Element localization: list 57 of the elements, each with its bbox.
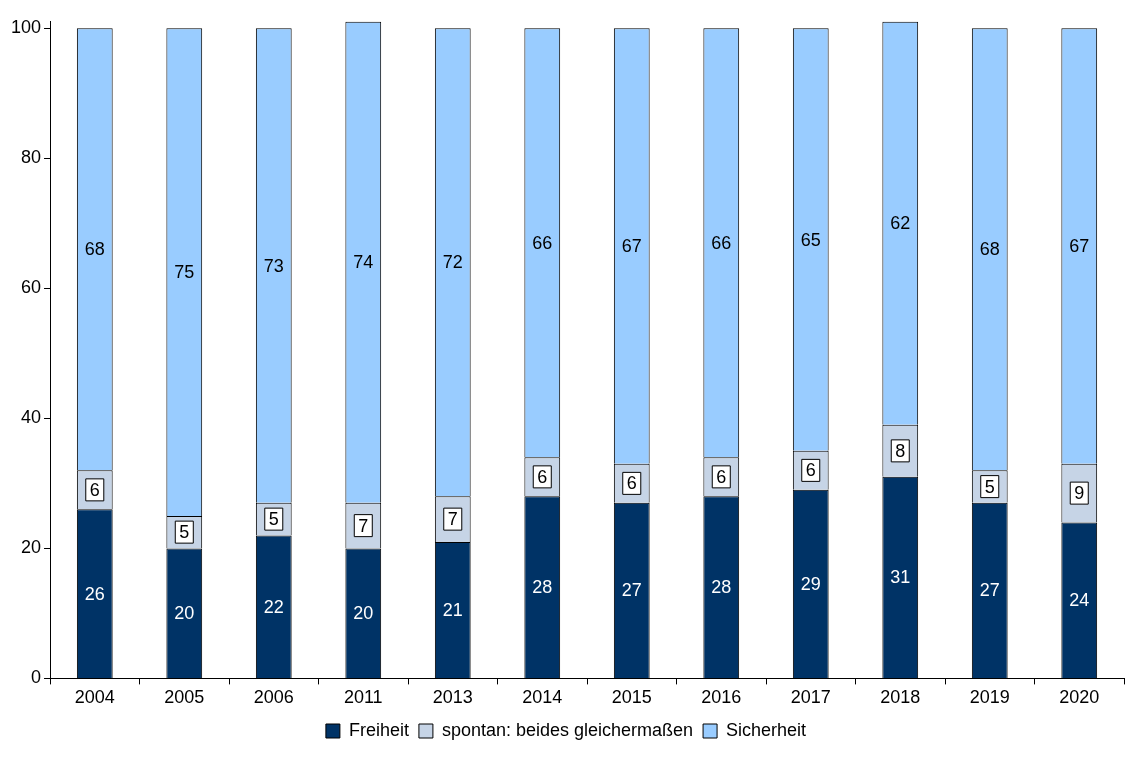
data-label: 75 bbox=[174, 262, 195, 283]
x-tick-label: 2020 bbox=[1059, 687, 1100, 708]
data-label: 26 bbox=[84, 583, 105, 604]
data-label: 5 bbox=[984, 476, 995, 497]
data-label: 72 bbox=[442, 252, 463, 273]
data-label: 73 bbox=[263, 255, 284, 276]
x-tick-label: 2014 bbox=[522, 687, 563, 708]
x-tick-label: 2011 bbox=[343, 687, 383, 708]
data-label: 29 bbox=[800, 573, 821, 594]
data-label: 5 bbox=[268, 509, 279, 530]
x-tick-label: 2004 bbox=[74, 687, 115, 708]
data-label: 68 bbox=[84, 239, 105, 260]
y-tick-label: 20 bbox=[21, 537, 42, 558]
data-label: 6 bbox=[626, 473, 637, 494]
legend-label: spontan: beides gleichermaßen bbox=[441, 719, 694, 740]
data-label: 5 bbox=[179, 522, 190, 543]
data-label: 28 bbox=[711, 577, 732, 598]
legend-label: Freiheit bbox=[348, 719, 409, 740]
data-label: 7 bbox=[358, 515, 369, 536]
data-label: 66 bbox=[711, 232, 732, 253]
y-tick-label: 40 bbox=[21, 407, 42, 428]
data-label: 20 bbox=[174, 603, 195, 624]
data-label: 21 bbox=[442, 599, 463, 620]
x-tick-label: 2019 bbox=[969, 687, 1010, 708]
x-tick-label: 2013 bbox=[432, 687, 473, 708]
data-label: 6 bbox=[89, 479, 100, 500]
x-tick-label: 2016 bbox=[701, 687, 742, 708]
x-tick-label: 2015 bbox=[611, 687, 652, 708]
data-label: 27 bbox=[621, 580, 642, 601]
y-tick-label: 60 bbox=[21, 277, 42, 298]
y-tick-label: 0 bbox=[31, 667, 42, 688]
y-tick-label: 80 bbox=[21, 147, 42, 168]
x-tick-label: 2006 bbox=[253, 687, 294, 708]
data-label: 8 bbox=[895, 440, 906, 461]
data-label: 31 bbox=[890, 567, 911, 588]
data-label: 6 bbox=[805, 460, 816, 481]
data-label: 27 bbox=[979, 580, 1000, 601]
data-label: 28 bbox=[532, 577, 553, 598]
data-label: 66 bbox=[532, 232, 553, 253]
data-label: 67 bbox=[1069, 236, 1090, 257]
legend-label: Sicherheit bbox=[726, 719, 807, 740]
data-label: 65 bbox=[800, 229, 821, 250]
data-label: 6 bbox=[716, 466, 727, 487]
data-label: 24 bbox=[1069, 590, 1090, 611]
data-label: 6 bbox=[537, 466, 548, 487]
data-label: 68 bbox=[979, 239, 1000, 260]
y-tick-label: 100 bbox=[10, 17, 42, 38]
data-label: 67 bbox=[621, 236, 642, 257]
x-tick-label: 2005 bbox=[164, 687, 205, 708]
data-label: 62 bbox=[890, 213, 911, 234]
data-label: 20 bbox=[353, 603, 374, 624]
x-tick-label: 2018 bbox=[880, 687, 921, 708]
x-tick-label: 2017 bbox=[790, 687, 831, 708]
data-label: 9 bbox=[1074, 483, 1085, 504]
data-label: 74 bbox=[353, 252, 374, 273]
data-label: 7 bbox=[447, 509, 458, 530]
data-label: 22 bbox=[263, 596, 284, 617]
